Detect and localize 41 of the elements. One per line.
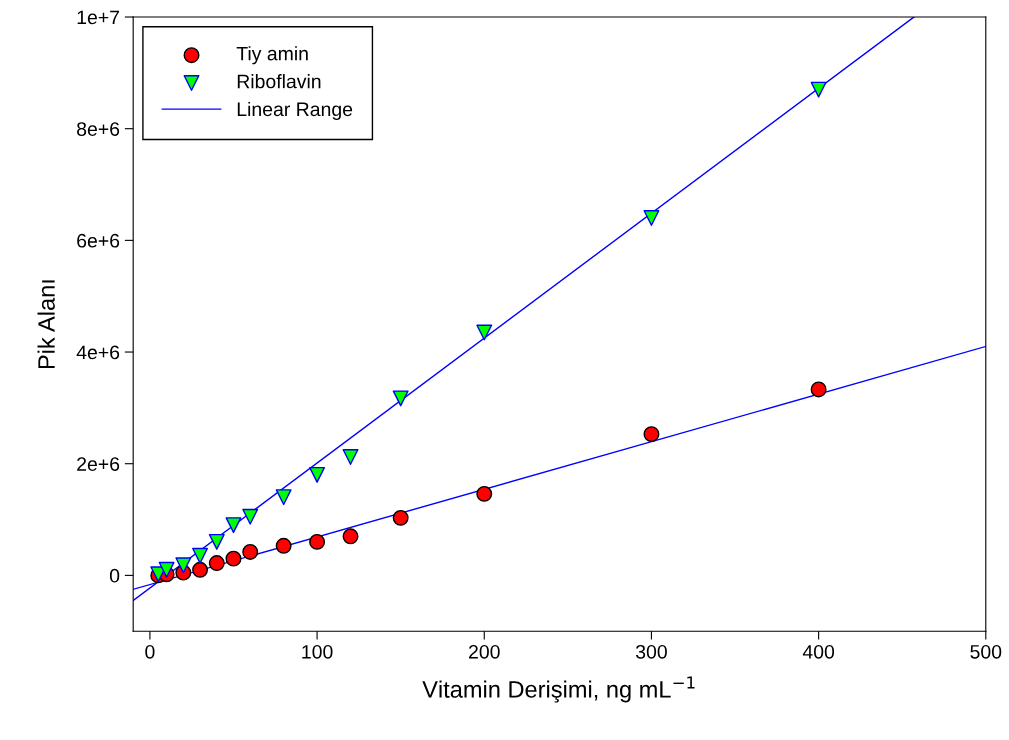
point [225,517,242,534]
point [392,390,409,407]
point [643,210,660,227]
x-axis-title: Vitamin Derişimi, ng mL$^{−1}$ [422,676,695,703]
x-tick-label: 500 [970,644,1002,659]
point [275,489,292,506]
y-tick-label: 2e+6 [77,457,120,471]
point [309,533,326,550]
y-tick-label: 8e+6 [77,122,120,136]
x-tick-label: 400 [802,644,835,659]
legend-label: Tiy amin [236,46,308,65]
y-tick-label: 6e+6 [77,233,120,248]
point [225,550,242,567]
x-tick-label: 0 [145,644,155,659]
point [208,533,225,550]
x-tick-label: 200 [469,644,500,659]
y-tick-label: 0 [109,568,120,583]
point [192,561,209,578]
point [810,81,827,98]
legend-label: Riboflavin [237,74,321,89]
point [476,324,493,341]
point [158,561,175,578]
point [242,543,259,560]
point [192,547,209,564]
x-tick-label: 100 [302,644,333,659]
point [643,426,660,443]
point [392,509,409,526]
point [275,537,292,554]
point [810,381,827,398]
y-tick-label: 4e+6 [76,345,120,360]
y-tick-label: 1e+7 [77,10,120,25]
point [309,466,326,483]
x-tick-label: 300 [635,644,667,659]
point [476,485,493,502]
point [208,555,225,572]
point [175,557,192,574]
y-axis-title: Pik Alanı [37,280,55,369]
point [342,449,359,465]
legend-label: Linear Range [237,101,353,121]
point [342,528,359,545]
point [242,508,259,525]
